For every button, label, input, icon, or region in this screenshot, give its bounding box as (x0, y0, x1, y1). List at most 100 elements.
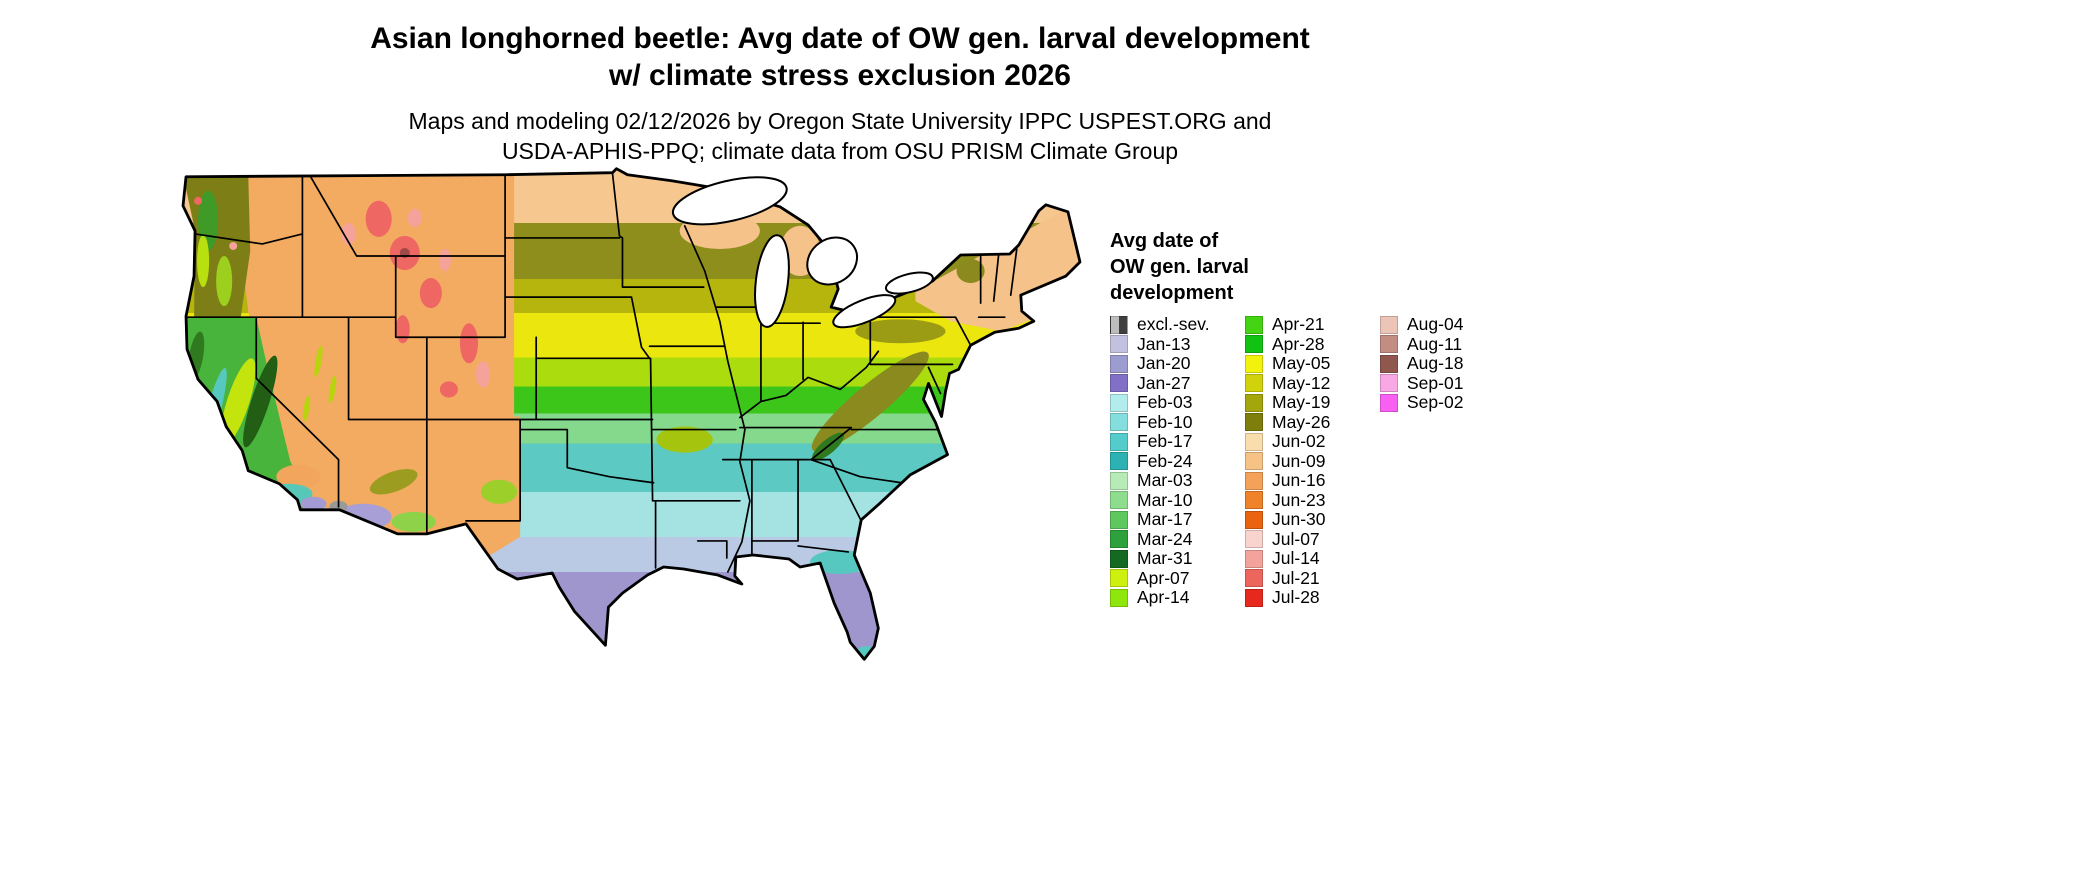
legend-swatch (1380, 354, 1398, 373)
legend-label: Jun-23 (1272, 489, 1326, 510)
legend: Avg date of OW gen. larval development e… (1110, 228, 1515, 608)
legend-swatch (1245, 315, 1263, 334)
legend-swatch (1110, 491, 1128, 510)
legend-label: Mar-03 (1137, 470, 1193, 491)
state-borders-plains (465, 171, 741, 569)
legend-swatch (1110, 569, 1128, 588)
high-plains-green (481, 479, 518, 504)
legend-swatch (1245, 452, 1263, 471)
legend-row: Mar-31 (1110, 548, 1245, 569)
great-lakes (671, 176, 934, 329)
legend-label: Aug-04 (1407, 314, 1464, 335)
legend-row: Feb-10 (1110, 412, 1245, 433)
legend-column: Apr-21 Apr-28 May-05 May-12 May-19 May-26 Jun-… (1245, 314, 1380, 608)
legend-label: Aug-18 (1407, 353, 1464, 374)
legend-label: May-05 (1272, 353, 1331, 374)
olympics-red (194, 196, 203, 205)
rockies-pink2 (407, 208, 422, 227)
legend-row: Jul-14 (1245, 548, 1380, 569)
frontrange-red (459, 323, 478, 364)
appalachian-olive-band (811, 351, 929, 452)
east-cascades-green (216, 255, 233, 307)
legend-label: Jul-28 (1272, 587, 1320, 608)
bighorn-pink (438, 248, 451, 272)
legend-row: Aug-11 (1380, 333, 1515, 355)
sanjuan-red (439, 381, 458, 398)
rockies-red1 (365, 200, 392, 237)
nevada-ridge1 (314, 345, 323, 378)
willamette-valley (197, 234, 210, 288)
legend-swatch (1110, 452, 1128, 471)
legend-label: Jun-16 (1272, 470, 1326, 491)
legend-column: Aug-04 Aug-11 Aug-18 Sep-01 Sep-02 (1380, 314, 1515, 608)
legend-row: Apr-07 (1110, 568, 1245, 589)
legend-swatch (1110, 471, 1128, 490)
co-pink (475, 361, 491, 388)
lake-huron (806, 236, 859, 286)
legend-row: Sep-01 (1380, 372, 1515, 394)
pennsylvania-olive (855, 319, 946, 344)
legend-row: Jul-07 (1245, 528, 1380, 550)
legend-label: Jan-27 (1137, 372, 1191, 393)
legend-swatch (1110, 530, 1128, 549)
legend-swatch (1110, 354, 1128, 373)
lake-superior (671, 176, 788, 226)
legend-label: Aug-11 (1407, 333, 1463, 354)
title-block: Asian longhorned beetle: Avg date of OW … (0, 20, 1680, 166)
legend-label: Jun-02 (1272, 431, 1326, 452)
legend-row: May-05 (1245, 353, 1380, 374)
legend-swatch (1380, 393, 1398, 412)
legend-row: Jan-13 (1110, 333, 1245, 355)
legend-row: Apr-14 (1110, 587, 1245, 608)
legend-row: Feb-17 (1110, 431, 1245, 452)
ozark-olive (656, 426, 713, 453)
mojave-patch (276, 464, 321, 489)
legend-title-line2: OW gen. larval (1110, 256, 1249, 278)
legend-swatch (1245, 588, 1263, 607)
legend-label: Apr-28 (1272, 333, 1325, 354)
legend-swatch (1245, 374, 1263, 393)
legend-row: Jul-28 (1245, 587, 1380, 608)
legend-swatch (1380, 315, 1398, 334)
legend-swatch (1245, 432, 1263, 451)
legend-swatch (1110, 413, 1128, 432)
mogollon-olive (369, 468, 418, 495)
us-map-svg (181, 167, 1082, 661)
legend-swatch (1110, 549, 1128, 568)
legend-swatch (1110, 393, 1128, 412)
legend-swatch (1245, 510, 1263, 529)
legend-row: excl.-sev. (1110, 314, 1245, 335)
legend-title-line3: development (1110, 282, 1234, 304)
legend-row: Mar-17 (1110, 509, 1245, 530)
wasatch-red (395, 315, 410, 344)
nevada-ridge2 (328, 375, 337, 404)
legend-swatch (1245, 549, 1263, 568)
legend-row: May-12 (1245, 373, 1380, 394)
legend-swatch (1110, 510, 1128, 529)
legend-row: Jun-23 (1245, 489, 1380, 511)
legend-swatch (1380, 335, 1398, 354)
legend-label: Sep-01 (1407, 372, 1464, 393)
nevada-ridge3 (302, 395, 311, 422)
legend-label: Jan-13 (1137, 333, 1191, 354)
legend-swatch (1110, 315, 1128, 334)
legend-label: Feb-03 (1137, 392, 1193, 413)
legend-row: Jun-30 (1245, 509, 1380, 530)
legend-label: Mar-31 (1137, 548, 1193, 569)
legend-row: Jan-20 (1110, 353, 1245, 374)
legend-row: Apr-21 (1245, 314, 1380, 335)
legend-label: Jul-07 (1272, 528, 1320, 549)
legend-row: Feb-24 (1110, 451, 1245, 472)
legend-swatch (1245, 413, 1263, 432)
legend-row: Sep-02 (1380, 392, 1515, 413)
legend-row: Aug-04 (1380, 314, 1515, 335)
legend-label: Jul-21 (1272, 567, 1320, 588)
sw-green-patch1 (391, 511, 436, 532)
sierra-nevada (243, 355, 278, 448)
legend-label: Jun-30 (1272, 509, 1326, 530)
legend-swatch (1245, 491, 1263, 510)
legend-label: Mar-24 (1137, 528, 1193, 549)
rockies-red3 (419, 278, 442, 309)
legend-swatch (1245, 471, 1263, 490)
legend-label: Jul-14 (1272, 548, 1320, 569)
